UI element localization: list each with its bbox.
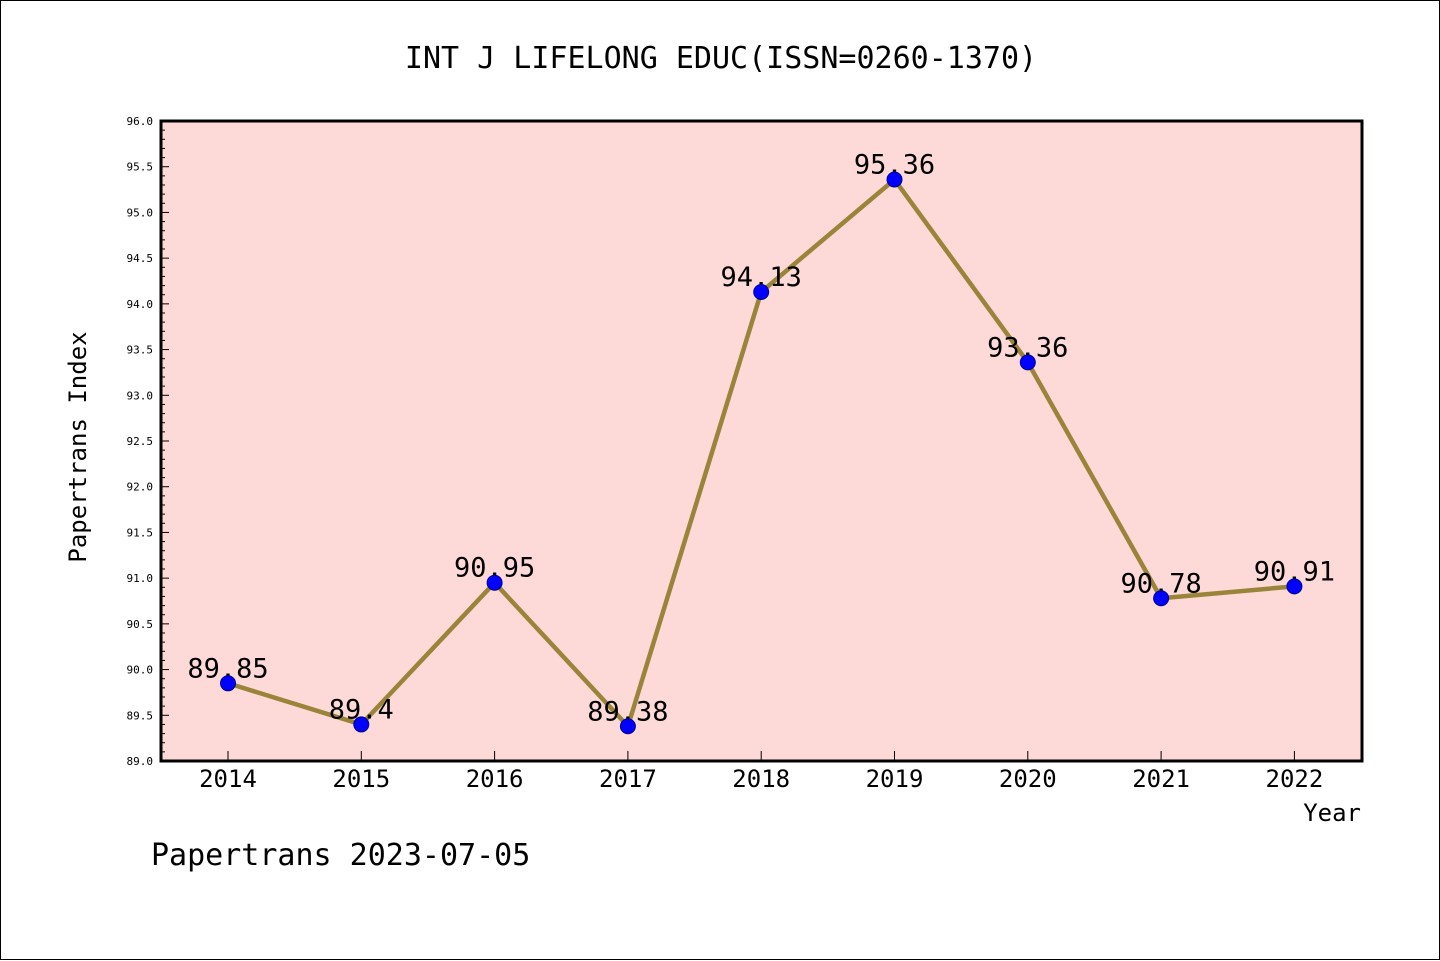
data-point xyxy=(353,716,370,733)
data-point xyxy=(1153,590,1170,607)
y-tick-label: 89.5 xyxy=(127,709,154,722)
x-tick-label: 2021 xyxy=(1132,765,1190,793)
data-point xyxy=(619,718,636,735)
y-tick-label: 91.5 xyxy=(127,526,154,539)
y-tick-label: 92.5 xyxy=(127,435,154,448)
data-point xyxy=(220,675,236,692)
y-tick-label: 91.0 xyxy=(127,572,154,585)
data-point xyxy=(1019,354,1036,371)
plot-area xyxy=(161,121,1362,761)
data-point xyxy=(1286,578,1303,595)
y-tick-label: 90.0 xyxy=(127,664,154,677)
y-axis-label: Papertrans Index xyxy=(64,331,92,562)
chart-title: INT J LIFELONG EDUC(ISSN=0260-1370) xyxy=(405,41,1037,76)
x-tick-label: 2014 xyxy=(199,765,257,793)
x-tick-label: 2019 xyxy=(866,765,924,793)
y-tick-label: 96.0 xyxy=(127,115,154,128)
data-point xyxy=(753,283,770,300)
x-axis: 2014 2015 2016 2017 2018 2019 2020 2021 2022 xyxy=(199,751,1323,793)
y-tick-label: 92.0 xyxy=(127,481,154,494)
y-tick-label: 89.0 xyxy=(127,755,154,768)
data-point xyxy=(486,574,503,591)
y-tick-label: 90.5 xyxy=(127,618,154,631)
y-tick-label: 94.0 xyxy=(127,298,154,311)
y-tick-label: 94.5 xyxy=(127,252,154,265)
x-tick-label: 2017 xyxy=(599,765,657,793)
y-axis: 89.0 89.5 90.0 90.5 91.0 91.5 92.0 92.5 93.0 93.5… xyxy=(127,115,169,768)
x-tick-label: 2015 xyxy=(332,765,390,793)
x-tick-label: 2022 xyxy=(1266,765,1324,793)
y-tick-label: 95.5 xyxy=(127,161,154,174)
x-tick-label: 2020 xyxy=(999,765,1057,793)
plot-border xyxy=(159,119,1364,763)
y-tick-label: 93.5 xyxy=(127,344,154,357)
x-axis-label: Year xyxy=(1303,799,1361,827)
x-tick-label: 2018 xyxy=(732,765,790,793)
y-tick-label: 93.0 xyxy=(127,389,154,402)
y-tick-label: 95.0 xyxy=(127,206,154,219)
data-point xyxy=(886,171,903,188)
footer-text: Papertrans 2023-07-05 xyxy=(151,838,530,873)
x-tick-label: 2016 xyxy=(466,765,524,793)
